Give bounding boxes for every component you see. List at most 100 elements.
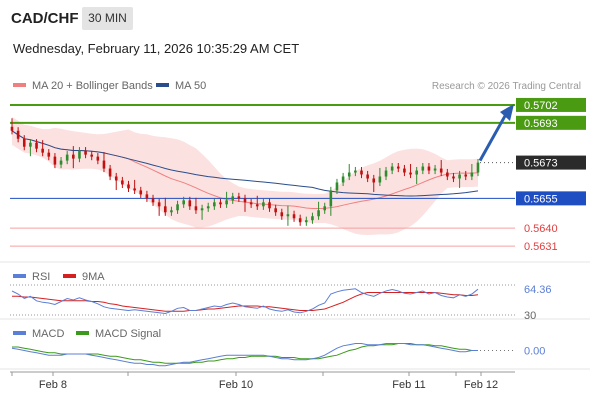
pivot-label: 0.5655 (524, 193, 558, 205)
candle-body (292, 214, 296, 219)
candle-body (170, 210, 173, 213)
trend-arrow-head (500, 103, 514, 121)
candle-body (298, 218, 302, 223)
candle-body (237, 196, 241, 199)
candle-body (243, 198, 247, 203)
resistance-tag (516, 97, 586, 112)
support-label: 0.5631 (524, 241, 558, 253)
macd-value-label: 0.00 (524, 346, 545, 358)
candle-body (354, 170, 357, 173)
candle-body (72, 154, 75, 159)
candle-body (102, 160, 106, 169)
candle-body (439, 168, 443, 173)
candle-body (317, 210, 320, 217)
candle-body (65, 154, 69, 161)
symbol-title: CAD/CHF (11, 10, 79, 27)
candle-body (200, 208, 204, 211)
candle-body (366, 174, 369, 179)
rsi-ma-line (12, 292, 479, 312)
candle-body (219, 202, 222, 205)
macd-signal-swatch (76, 331, 89, 336)
candle-body (194, 206, 198, 211)
last-price-label: 0.5673 (524, 158, 558, 170)
candle-body (84, 150, 87, 155)
macd-signal-line (12, 343, 478, 364)
candle-body (182, 200, 185, 205)
candle-body (329, 190, 333, 207)
resistance-label: 0.5693 (524, 118, 558, 130)
candle-body (127, 184, 130, 189)
timeframe-button[interactable]: 30 MIN (82, 7, 133, 30)
legend-macd-signal-label: MACD Signal (95, 328, 162, 340)
candle-body (35, 142, 38, 149)
candle-body (323, 206, 327, 211)
legend-rsi-label: RSI (32, 271, 51, 283)
candle-body (163, 206, 167, 213)
candle-body (396, 166, 400, 169)
candle-body (206, 206, 210, 209)
legend-bollinger-label: MA 20 + Bollinger Bands (32, 80, 153, 92)
candle-body (213, 202, 216, 207)
candle-body (476, 162, 480, 173)
rsi-line (11, 288, 479, 315)
candle-body (464, 174, 468, 177)
legend-macd-signal: MACD Signal (76, 328, 161, 340)
x-tick-label: Feb 10 (219, 379, 253, 391)
legend-rsi-ma: 9MA (63, 271, 105, 283)
candle-body (157, 202, 161, 207)
candle-body (151, 198, 155, 203)
candle-body (446, 172, 449, 177)
macd-swatch (13, 331, 26, 336)
candle-body (311, 216, 314, 221)
candle-body (225, 200, 228, 205)
candle-body (255, 204, 259, 207)
candle-body (59, 160, 63, 165)
candle-body (409, 172, 412, 175)
candle-body (176, 204, 179, 211)
rsi-ma-swatch (63, 274, 76, 279)
candle-body (90, 154, 94, 157)
legend-ma50: MA 50 (156, 80, 206, 92)
legend-macd: MACD (13, 328, 64, 340)
pivot-tag (516, 191, 586, 206)
candle-body (403, 168, 406, 173)
candle-body (347, 172, 351, 177)
rsi-value-label: 64.36 (524, 284, 552, 296)
candle-body (188, 200, 192, 207)
resistance-label: 0.5702 (524, 100, 558, 112)
candle-body (458, 174, 461, 179)
legend-bollinger: MA 20 + Bollinger Bands (13, 80, 153, 92)
candle-body (121, 180, 124, 185)
candle-body (133, 188, 136, 191)
bollinger-swatch (13, 83, 26, 88)
candle-body (22, 138, 26, 147)
candle-body (268, 202, 271, 209)
last-price-tag (516, 155, 586, 170)
candle-body (360, 170, 363, 175)
candle-body (262, 202, 265, 207)
candle-body (390, 166, 394, 171)
candle-body (10, 126, 14, 131)
candle-body (274, 208, 277, 213)
candle-body (305, 220, 308, 223)
rsi-swatch (13, 274, 26, 279)
candle-body (415, 170, 418, 175)
candle-body (249, 202, 253, 205)
datetime-label: Wednesday, February 11, 2026 10:35:29 AM… (13, 41, 300, 56)
support-label: 0.5640 (524, 223, 558, 235)
candle-body (335, 182, 339, 191)
trend-arrow-shaft (478, 115, 507, 162)
candle-body (378, 176, 382, 183)
ma50-swatch (156, 83, 169, 88)
candle-body (114, 176, 118, 181)
candle-body (231, 196, 235, 201)
candle-body (384, 170, 388, 177)
candle-body (41, 148, 44, 153)
ma50-line (11, 130, 479, 197)
candle-body (96, 156, 100, 161)
resistance-tag (516, 115, 586, 130)
x-tick-label: Feb 11 (392, 379, 425, 391)
candle-body (139, 190, 143, 195)
legend-ma50-label: MA 50 (175, 80, 207, 92)
